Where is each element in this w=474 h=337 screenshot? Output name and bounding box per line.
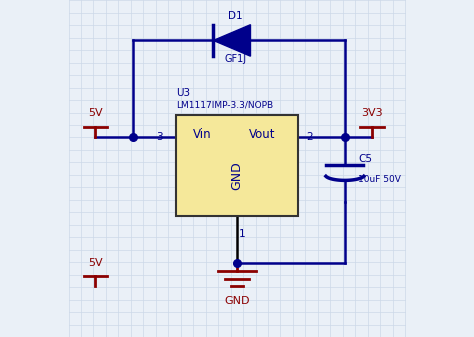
Text: 1: 1 — [239, 229, 246, 239]
Polygon shape — [213, 25, 250, 56]
Text: GND: GND — [224, 296, 250, 306]
Text: 10uF 50V: 10uF 50V — [358, 175, 401, 184]
Text: 5V: 5V — [88, 258, 103, 268]
Text: Vin: Vin — [193, 128, 212, 141]
Text: 3: 3 — [156, 132, 163, 142]
Text: D1: D1 — [228, 10, 243, 21]
Text: GF1J: GF1J — [224, 54, 246, 64]
Text: Vout: Vout — [249, 128, 276, 141]
Text: U3: U3 — [176, 88, 191, 98]
Text: 2: 2 — [306, 132, 313, 142]
Text: 3V3: 3V3 — [361, 108, 383, 118]
Text: C5: C5 — [358, 154, 372, 164]
Text: GND: GND — [230, 161, 244, 190]
Text: 5V: 5V — [88, 108, 103, 118]
FancyBboxPatch shape — [176, 115, 298, 216]
Text: LM1117IMP-3.3/NOPB: LM1117IMP-3.3/NOPB — [176, 101, 273, 110]
